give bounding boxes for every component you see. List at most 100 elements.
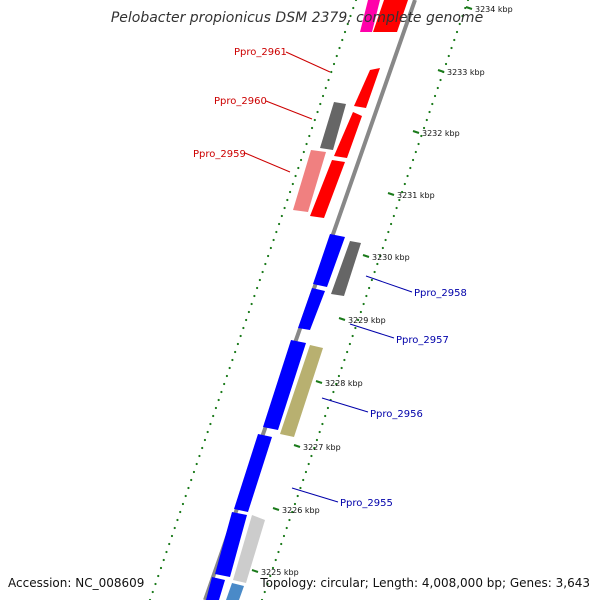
track-dot [458,22,461,26]
track-dot [365,294,368,298]
track-dot [348,342,351,346]
track-dot [352,6,355,10]
track-dot [319,102,322,106]
gene-steel[interactable] [226,583,244,600]
track-dot [165,550,168,554]
gene-blue-1[interactable] [313,234,345,287]
track-dot [201,446,204,450]
track-dot [332,390,335,394]
track-dot [195,462,198,466]
track-dot [373,270,376,274]
track-dot [335,54,338,58]
leader-line [321,397,369,413]
gene-red-top[interactable] [373,0,408,32]
leader-line [285,51,331,73]
track-dot [236,342,239,346]
gene-gray-2960[interactable] [320,102,346,150]
label-ppro-2959[interactable]: Ppro_2959 [193,149,246,160]
gene-pink[interactable] [360,0,380,32]
track-dot [288,518,291,522]
gene-blue-5[interactable] [215,512,247,577]
accession-text: Accession: NC_008609 [8,576,144,590]
track-dot [181,502,185,506]
tick-mark [412,130,420,134]
track-dot [269,574,272,578]
track-dot [285,526,288,530]
label-ppro-2955[interactable]: Ppro_2955 [340,498,393,509]
track-dot [384,238,387,242]
tick-label: 3226 kbp [282,506,320,515]
track-dot [151,590,154,594]
track-dot [258,278,261,282]
gene-red-2960[interactable] [334,112,362,158]
label-ppro-2961[interactable]: Ppro_2961 [234,47,287,58]
gene-olive-2956[interactable] [280,345,323,437]
track-dot [335,382,338,386]
track-dot [176,518,179,522]
track-dot [422,126,426,130]
track-dot [223,382,226,386]
track-dot [425,118,428,122]
track-dot [398,198,401,202]
gene-red-2959[interactable] [310,160,345,218]
leader-line [265,100,313,120]
label-ppro-2956[interactable]: Ppro_2956 [370,409,423,420]
tick-mark [272,507,280,511]
track-dot [277,550,280,554]
track-dot [184,494,187,498]
track-dot [326,406,330,410]
track-dot [368,286,371,290]
gene-arrows [206,0,408,600]
track-dot [466,0,470,2]
track-dot [436,86,439,90]
track-dot [239,334,242,338]
track-dot [330,70,333,74]
track-dot [154,582,157,586]
tick-label: 3229 kbp [348,316,386,325]
genome-summary-text: Topology: circular; Length: 4,008,000 bp… [259,576,590,590]
gene-gray-2958[interactable] [331,241,361,296]
track-dot [280,214,283,218]
gene-red-2961[interactable] [354,68,380,108]
track-dot [447,54,450,58]
track-dot [245,318,248,322]
tick-label: 3232 kbp [422,129,460,138]
gene-blue-3[interactable] [263,340,306,430]
track-dot [291,510,294,514]
track-dot [315,438,319,442]
track-dot [253,294,256,298]
track-dot [228,366,231,370]
track-dot [313,118,316,122]
tick-mark [387,192,395,196]
track-dot [387,230,390,234]
track-dot [206,430,209,434]
gene-blue-4[interactable] [234,434,272,512]
tick-mark [338,317,346,321]
track-dot [274,558,277,562]
gene-blue-6[interactable] [206,577,225,600]
track-dot [297,166,300,170]
track-dot [349,14,352,18]
track-dot [417,142,420,146]
track-dot [286,198,289,202]
backbone-line-inner [197,0,409,600]
label-ppro-2958[interactable]: Ppro_2958 [414,288,467,299]
gene-silver[interactable] [233,515,265,583]
track-dot [203,438,207,442]
gene-salmon-2959[interactable] [293,150,326,212]
track-dot [190,478,193,482]
track-dot [162,558,165,562]
track-dot [409,166,412,170]
label-ppro-2957[interactable]: Ppro_2957 [396,335,449,346]
track-dot [214,406,218,410]
track-dot [269,246,272,250]
gene-blue-2[interactable] [298,288,325,330]
track-dot [242,326,245,330]
track-dot [354,326,357,330]
track-dot [362,302,365,306]
track-dot [302,150,305,154]
track-dot [411,158,415,162]
track-dot [327,78,330,82]
label-ppro-2960[interactable]: Ppro_2960 [214,96,267,107]
